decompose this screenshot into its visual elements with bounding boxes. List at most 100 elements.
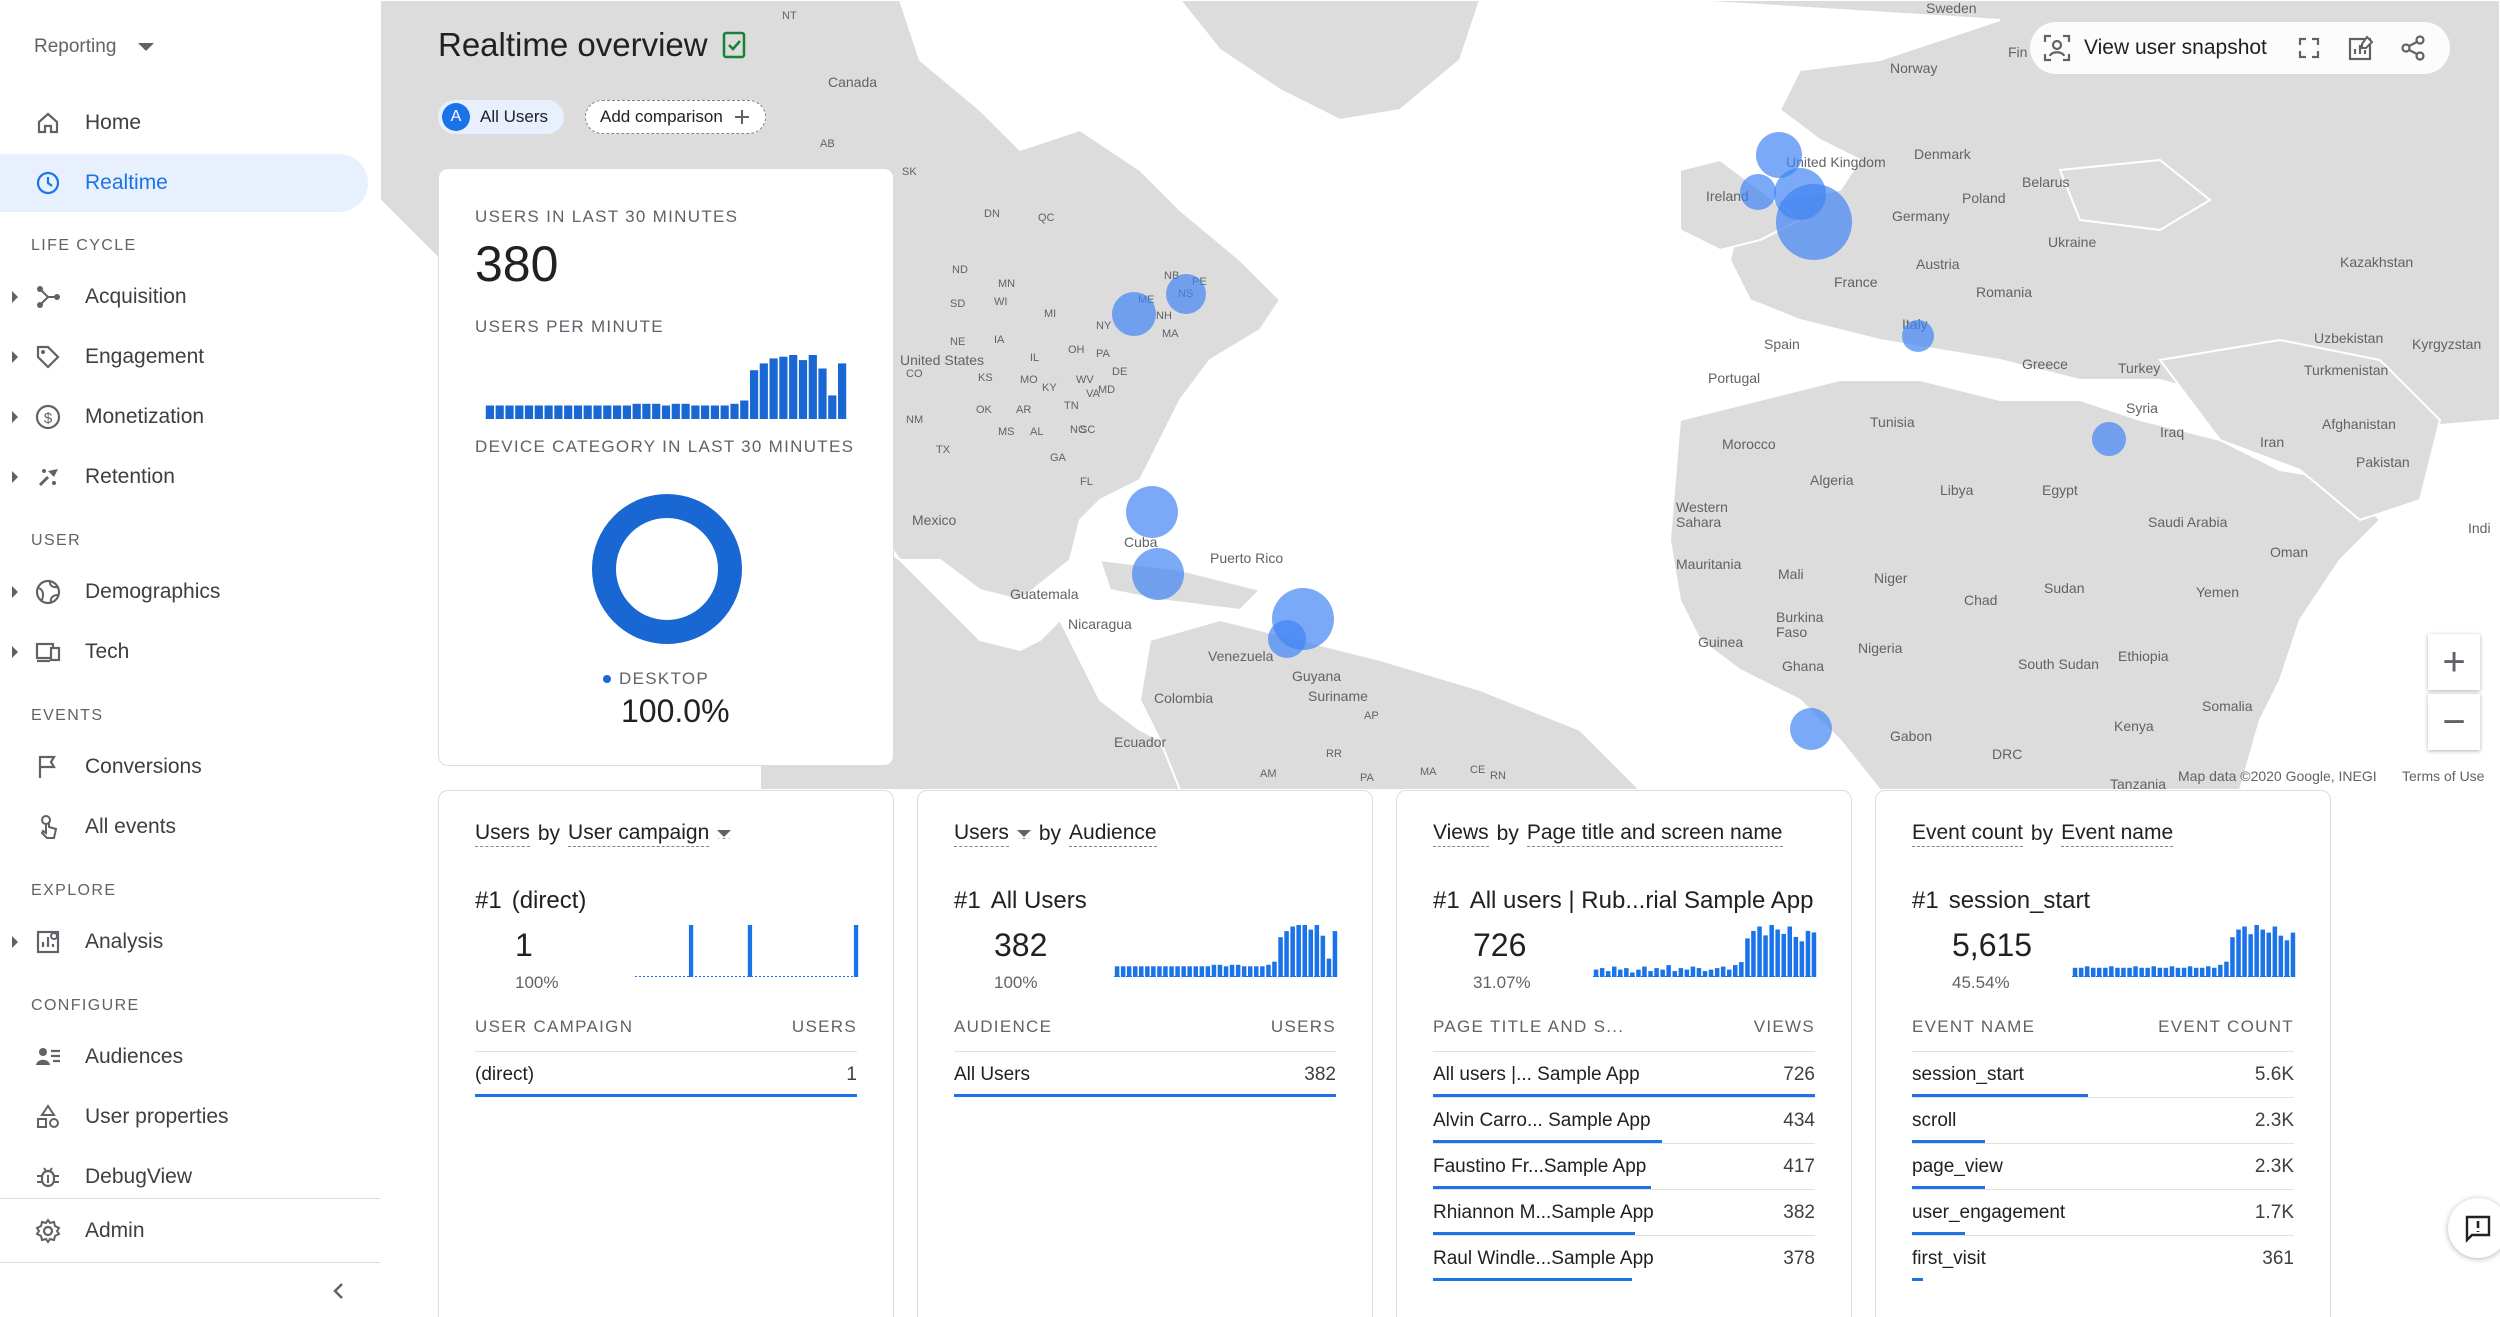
users-per-minute-bar[interactable]: [505, 405, 514, 420]
table-row[interactable]: first_visit 361: [1912, 1235, 2294, 1281]
sparkline-bar[interactable]: [853, 925, 859, 977]
table-row[interactable]: user_engagement 1.7K: [1912, 1189, 2294, 1235]
sparkline-bar[interactable]: [1793, 936, 1799, 977]
sparkline-bar[interactable]: [2193, 967, 2199, 977]
users-per-minute-bar[interactable]: [701, 405, 710, 420]
sparkline-bar[interactable]: [2212, 967, 2217, 977]
users-per-minute-bar[interactable]: [750, 370, 759, 419]
nav-monetization[interactable]: $ Monetization: [0, 388, 368, 446]
sparkline-bar[interactable]: [2278, 935, 2284, 977]
feedback-button[interactable]: [2448, 1198, 2500, 1258]
nav-user-properties[interactable]: User properties: [0, 1088, 368, 1146]
sparkline-bar[interactable]: [2163, 967, 2169, 977]
top-item-sparkline[interactable]: [1114, 925, 1338, 977]
users-per-minute-bar[interactable]: [652, 403, 661, 419]
property-selector[interactable]: Reporting: [34, 36, 155, 58]
nav-analysis[interactable]: Analysis: [0, 913, 368, 971]
sparkline-bar[interactable]: [2103, 967, 2108, 977]
top-item-sparkline[interactable]: [635, 925, 859, 977]
dimension-selector[interactable]: Event name: [2061, 821, 2174, 847]
users-per-minute-bar[interactable]: [554, 405, 563, 420]
sparkline-bar[interactable]: [1133, 966, 1138, 977]
users-per-minute-bar[interactable]: [622, 405, 631, 420]
users-per-minute-bar[interactable]: [515, 405, 524, 420]
sparkline-bar[interactable]: [2254, 925, 2259, 977]
sparkline-bar[interactable]: [1769, 925, 1774, 977]
sparkline-bar[interactable]: [2169, 966, 2175, 977]
sparkline-bar[interactable]: [2127, 967, 2132, 977]
sparkline-bar[interactable]: [1624, 968, 1629, 977]
sparkline-bar[interactable]: [1223, 966, 1229, 977]
nav-admin[interactable]: Admin: [0, 1202, 368, 1260]
map-bubble-israel[interactable]: [2092, 422, 2126, 456]
sparkline-bar[interactable]: [1642, 966, 1647, 977]
sparkline-bar[interactable]: [1302, 925, 1308, 977]
sparkline-bar[interactable]: [747, 925, 753, 977]
customize-report-icon[interactable]: [2347, 34, 2375, 62]
expand-arrow-icon[interactable]: [12, 291, 18, 303]
users-per-minute-bar[interactable]: [544, 405, 553, 420]
nav-all-events[interactable]: All events: [0, 798, 368, 856]
sparkline-bar[interactable]: [2242, 926, 2247, 978]
users-per-minute-bar[interactable]: [534, 405, 543, 420]
sparkline-bar[interactable]: [2187, 966, 2193, 977]
sparkline-bar[interactable]: [2266, 932, 2272, 977]
table-row[interactable]: (direct) 1: [475, 1051, 857, 1097]
users-per-minute-bar[interactable]: [720, 405, 729, 420]
sparkline-bar[interactable]: [2248, 934, 2253, 977]
dimension-selector[interactable]: User campaign: [568, 821, 710, 847]
zoom-in-button[interactable]: +: [2428, 634, 2480, 690]
nav-engagement[interactable]: Engagement: [0, 328, 368, 386]
map-bubble-italy[interactable]: [1902, 320, 1934, 352]
sparkline-bar[interactable]: [1205, 966, 1211, 977]
sparkline-bar[interactable]: [1702, 971, 1708, 977]
sparkline-bar[interactable]: [1666, 965, 1671, 977]
table-row[interactable]: Rhiannon M...Sample App 382: [1433, 1189, 1815, 1235]
sparkline-bar[interactable]: [2175, 967, 2181, 977]
sparkline-bar[interactable]: [1654, 968, 1659, 977]
sparkline-bar[interactable]: [1805, 930, 1811, 977]
view-user-snapshot-button[interactable]: View user snapshot: [2042, 33, 2267, 63]
sparkline-bar[interactable]: [2224, 961, 2229, 977]
sparkline-bar[interactable]: [1296, 925, 1301, 977]
map-bubble-gulf-of-guinea[interactable]: [1790, 708, 1832, 750]
sparkline-bar[interactable]: [2236, 929, 2241, 977]
sparkline-bar[interactable]: [2199, 967, 2205, 977]
realtime-map[interactable]: Canada United States Mexico Cuba Puerto …: [380, 0, 2500, 790]
dimension-selector[interactable]: Audience: [1069, 821, 1157, 847]
users-per-minute-bar[interactable]: [593, 405, 602, 420]
users-per-minute-bar[interactable]: [740, 400, 749, 420]
map-terms-link[interactable]: Terms of Use: [2402, 768, 2485, 784]
sparkline-bar[interactable]: [2284, 940, 2290, 977]
map-bubble-new-york[interactable]: [1166, 274, 1206, 314]
collapse-sidebar-icon[interactable]: [328, 1280, 350, 1302]
sparkline-bar[interactable]: [1733, 965, 1738, 977]
users-per-minute-bar[interactable]: [828, 395, 837, 419]
users-per-minute-bar[interactable]: [798, 360, 808, 419]
sparkline-bar[interactable]: [1593, 969, 1599, 977]
table-row[interactable]: Raul Windle...Sample App 378: [1433, 1235, 1815, 1281]
sparkline-bar[interactable]: [1193, 966, 1199, 977]
sparkline-bar[interactable]: [1266, 964, 1271, 977]
users-per-minute-bar[interactable]: [613, 405, 622, 420]
users-per-minute-bar[interactable]: [838, 363, 847, 419]
expand-arrow-icon[interactable]: [12, 471, 18, 483]
expand-arrow-icon[interactable]: [12, 351, 18, 363]
sparkline-bar[interactable]: [1605, 971, 1611, 977]
nav-audiences[interactable]: Audiences: [0, 1028, 368, 1086]
sparkline-bar[interactable]: [2157, 967, 2163, 977]
expand-arrow-icon[interactable]: [12, 936, 18, 948]
map-bubble-chicago[interactable]: [1112, 292, 1156, 336]
sparkline-bar[interactable]: [1278, 937, 1283, 977]
sparkline-bar[interactable]: [1241, 966, 1247, 977]
sparkline-bar[interactable]: [1163, 966, 1168, 977]
sparkline-bar[interactable]: [1787, 926, 1793, 978]
zoom-out-button[interactable]: −: [2428, 694, 2480, 750]
nav-realtime[interactable]: Realtime: [0, 154, 368, 212]
table-row[interactable]: session_start 5.6K: [1912, 1051, 2294, 1097]
metric-selector[interactable]: Views: [1433, 821, 1489, 847]
sparkline-bar[interactable]: [1745, 938, 1750, 977]
dimension-selector[interactable]: Page title and screen name: [1526, 821, 1783, 847]
expand-arrow-icon[interactable]: [12, 586, 18, 598]
users-per-minute-bar[interactable]: [681, 403, 690, 419]
